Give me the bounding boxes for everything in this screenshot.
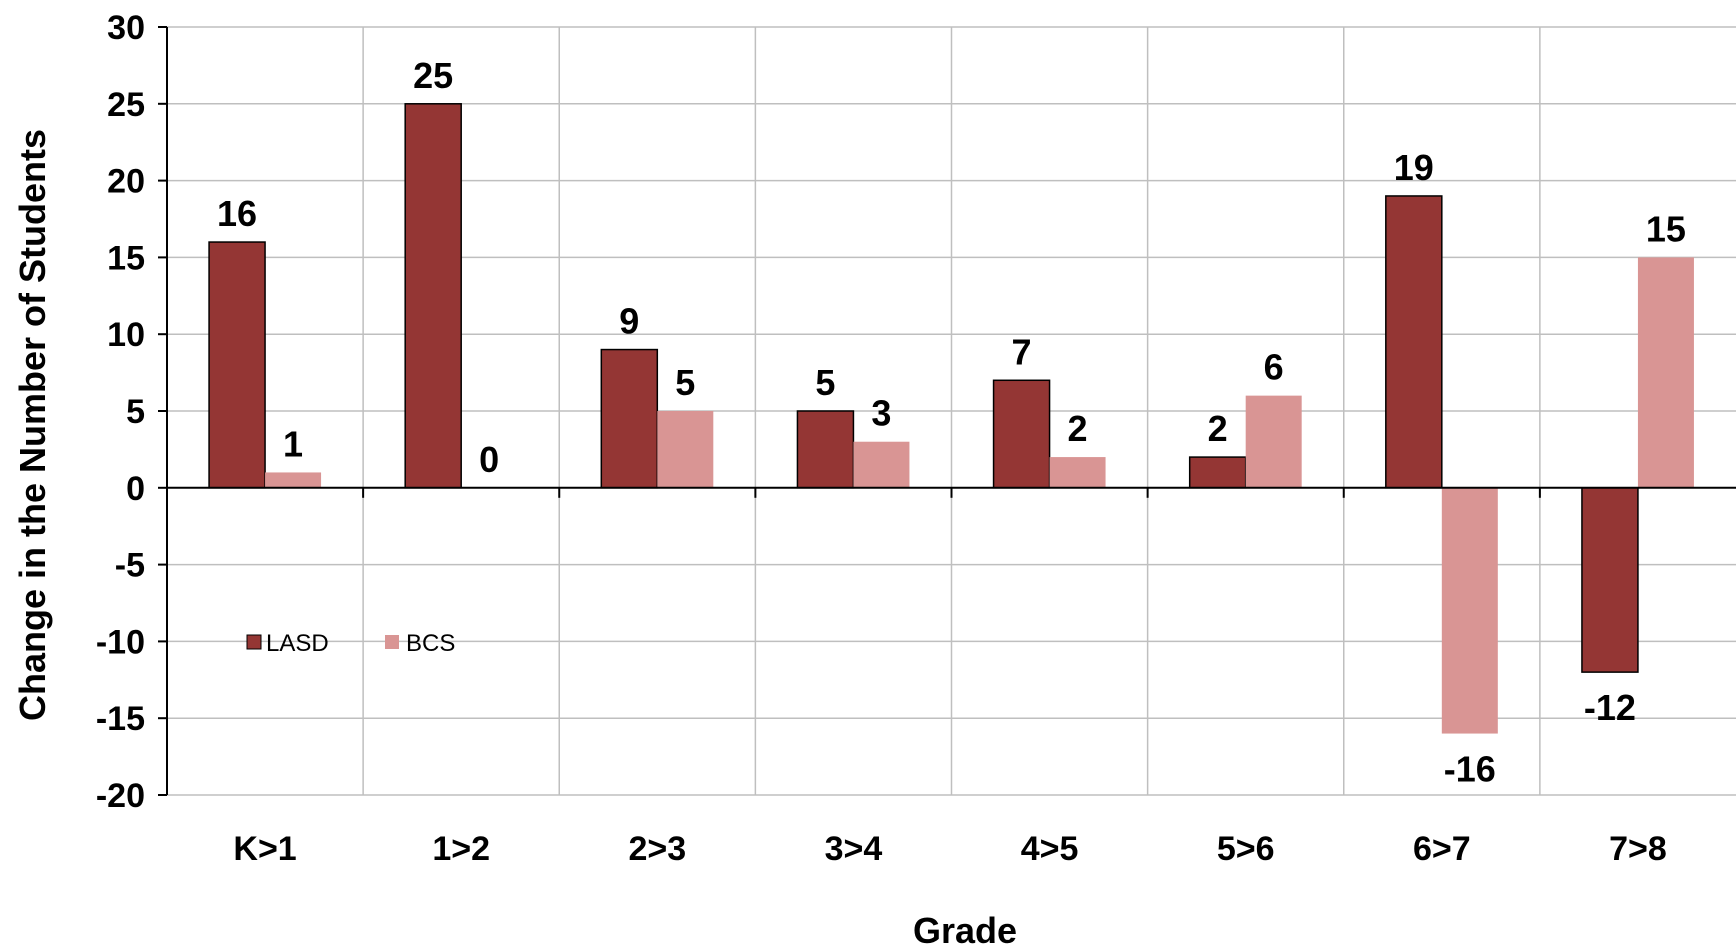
bar-bcs (265, 472, 322, 488)
data-label-lasd: 2 (1208, 408, 1228, 449)
bar-lasd (404, 103, 462, 489)
x-tick-label: 3>4 (825, 830, 883, 868)
y-tick-label: -20 (96, 777, 145, 815)
bar-lasd (1188, 456, 1247, 489)
x-tick-label: 7>8 (1609, 830, 1667, 868)
x-tick-label: K>1 (233, 830, 296, 868)
data-label-bcs: 6 (1264, 347, 1284, 388)
bar-lasd (600, 348, 659, 489)
x-tick-label: 2>3 (628, 830, 686, 868)
data-label-lasd: -12 (1584, 687, 1636, 728)
data-label-lasd: 5 (815, 362, 835, 403)
y-tick-label: 25 (107, 86, 145, 124)
data-label-lasd: 19 (1394, 147, 1434, 188)
legend-swatch-bcs (385, 635, 399, 649)
x-tick-labels: K>1 1>2 2>3 3>4 4>5 5>6 6>7 7>8 (233, 830, 1666, 868)
y-tick-label: 10 (107, 316, 145, 354)
bar-lasd (1385, 195, 1443, 489)
x-axis-title: Grade (913, 910, 1017, 949)
data-label-bcs: 3 (871, 393, 891, 434)
bars (208, 103, 1694, 734)
y-tick-label: -5 (115, 547, 145, 585)
bar-bcs (853, 441, 910, 488)
data-label-bcs: -16 (1444, 749, 1496, 790)
x-tick-label: 1>2 (432, 830, 490, 868)
y-tick-label: 5 (126, 393, 145, 431)
y-tick-label: 20 (107, 163, 145, 201)
legend-swatch-lasd (246, 634, 262, 650)
bar-lasd (992, 379, 1051, 489)
bar-lasd (1581, 487, 1639, 673)
bar-bcs (1637, 257, 1694, 488)
data-label-bcs: 1 (283, 423, 303, 464)
data-label-bcs: 5 (675, 362, 695, 403)
legend-label-lasd: LASD (266, 630, 329, 657)
bar-lasd (208, 241, 266, 489)
axes (158, 26, 1736, 796)
gridlines (167, 26, 1736, 796)
data-label-lasd: 9 (619, 301, 639, 342)
data-label-bcs: 2 (1068, 408, 1088, 449)
y-tick-label: 15 (107, 239, 145, 277)
y-tick-label: 30 (107, 9, 145, 47)
bar-bcs (1049, 457, 1106, 488)
y-tick-label: -15 (96, 700, 145, 738)
bar-bcs (1441, 487, 1498, 734)
y-axis-title: Change in the Number of Students (12, 129, 53, 721)
y-tick-labels: 30 25 20 15 10 5 0 -5 -10 -15 -20 (96, 9, 145, 815)
data-label-lasd: 7 (1012, 331, 1032, 372)
data-label-lasd: 25 (413, 55, 453, 96)
x-tick-label: 6>7 (1413, 830, 1471, 868)
bar-bcs (657, 411, 714, 488)
bar-bcs (1245, 395, 1302, 488)
x-tick-label: 5>6 (1217, 830, 1275, 868)
data-label-bcs: 0 (479, 439, 499, 480)
data-label-bcs: 15 (1646, 208, 1686, 249)
x-tick-label: 4>5 (1021, 830, 1079, 868)
y-tick-label: 0 (126, 470, 145, 508)
y-tick-label: -10 (96, 623, 145, 661)
legend: LASD BCS (246, 630, 455, 657)
legend-label-bcs: BCS (406, 630, 455, 657)
bar-lasd (796, 410, 855, 489)
data-label-lasd: 16 (217, 193, 257, 234)
